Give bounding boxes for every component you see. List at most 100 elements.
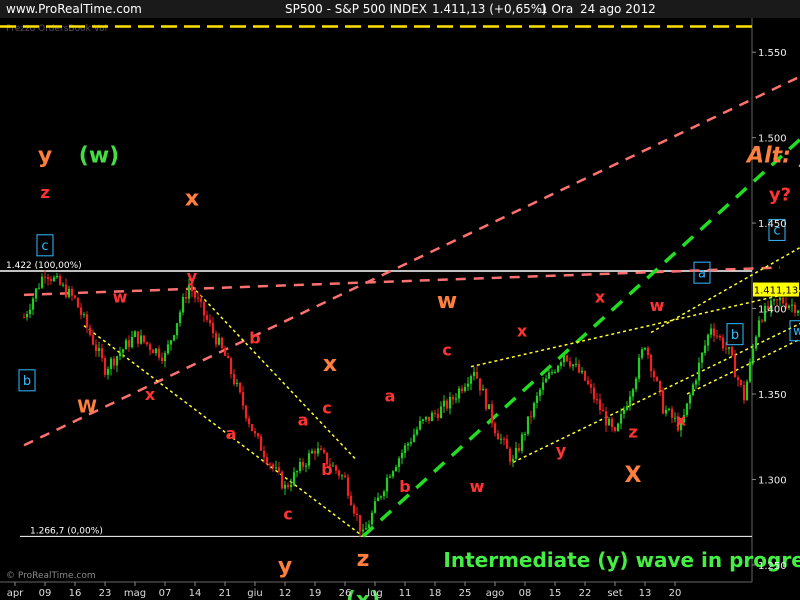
candle-body	[496, 433, 500, 440]
candle-body	[121, 349, 125, 353]
candle-body	[718, 336, 722, 338]
candle-body	[37, 287, 41, 289]
candle-body	[724, 348, 728, 350]
candle-body	[559, 362, 563, 366]
candle-body	[172, 335, 176, 341]
candle-body	[70, 288, 74, 296]
candle-body	[391, 471, 395, 477]
candle-body	[322, 449, 326, 453]
candle-body	[598, 399, 602, 410]
wave-label-box	[789, 320, 800, 342]
wave-label-box	[768, 218, 786, 241]
candle-body	[604, 411, 608, 426]
candle-body	[307, 453, 311, 466]
timeframe-label[interactable]: 1 Ora	[540, 2, 573, 16]
candle-body	[544, 378, 548, 383]
candle-body	[169, 340, 173, 345]
candle-body	[760, 320, 764, 322]
site-label[interactable]: www.ProRealTime.com	[6, 2, 142, 16]
candle-body	[340, 475, 344, 477]
candle-body	[682, 415, 686, 423]
candle-body	[484, 388, 488, 410]
candle-body	[241, 392, 245, 406]
candle-body	[73, 295, 77, 298]
price-tick-label: 1.350	[758, 390, 787, 401]
candle-body	[223, 347, 227, 357]
price-ticks: 1.250 1.300 1.350 1.400 1.450 1.500 1.550	[752, 48, 787, 572]
candle-body	[622, 410, 626, 414]
last-price-marker: 1.411,13	[753, 282, 799, 297]
candle-body	[442, 400, 446, 407]
candle-body	[478, 378, 482, 391]
last-price-label: 1.411,13	[754, 286, 799, 297]
candle-body	[55, 275, 59, 278]
candle-body	[505, 439, 509, 449]
candle-body	[466, 383, 470, 387]
candle-body	[166, 344, 170, 354]
candle-body	[211, 323, 215, 334]
time-tick-label: 23	[99, 588, 112, 599]
wave-label: y?	[769, 185, 791, 206]
wave-label: c	[773, 224, 780, 239]
time-tick-label: 15	[549, 588, 562, 599]
candle-body	[97, 348, 101, 351]
candle-body	[82, 314, 86, 316]
candle-body	[379, 496, 383, 498]
quote-label: 1.411,13 (+0,65%)	[432, 2, 547, 16]
candle-body	[115, 356, 119, 366]
wave-label: c	[283, 504, 292, 523]
candle-body	[580, 370, 584, 373]
candle-body	[736, 377, 740, 381]
level-0-label: 1.266,7 (0,00%)	[30, 526, 103, 536]
candle-body	[436, 413, 440, 419]
candle-body	[190, 284, 194, 292]
price-tick-label: 1.250	[758, 561, 787, 572]
candle-body	[700, 352, 704, 363]
candle-body	[382, 491, 386, 497]
candle-body	[655, 377, 659, 381]
candle-body	[745, 381, 749, 401]
time-tick-label: 08	[519, 588, 532, 599]
candle-body	[439, 406, 443, 419]
candle-body	[778, 297, 782, 301]
candle-body	[721, 337, 725, 349]
candle-body	[151, 349, 155, 354]
candle-body	[556, 365, 560, 372]
candle-body	[529, 416, 533, 418]
candle-body	[160, 357, 164, 362]
time-tick-label: 09	[39, 588, 52, 599]
candle-body	[100, 348, 104, 359]
candle-body	[631, 389, 635, 397]
candle-body	[448, 396, 452, 409]
candle-body	[142, 335, 146, 343]
wave-label: y	[38, 144, 52, 169]
candle-body	[547, 372, 551, 379]
time-tick-label: set	[607, 588, 622, 599]
trend-lines	[23, 75, 800, 538]
candle-body	[535, 395, 539, 403]
candle-body	[553, 371, 557, 373]
horizontal-levels: 1.422 (100,00%) 1.266,7 (0,00%)	[0, 25, 752, 537]
candle-body	[490, 404, 494, 424]
candle-body	[271, 464, 275, 468]
time-tick-label: 26	[339, 588, 352, 599]
candle-body	[634, 378, 638, 390]
candle-body	[637, 357, 641, 379]
candle-body	[355, 513, 359, 516]
time-tick-label: 22	[579, 588, 592, 599]
wave-label: x	[145, 385, 156, 404]
candle-body	[394, 466, 398, 472]
candle-body	[739, 380, 743, 386]
candle-body	[328, 464, 332, 467]
time-tick-label: mag	[124, 588, 146, 599]
candle-body	[220, 337, 224, 348]
candle-body	[139, 335, 143, 344]
time-tick-label: 19	[309, 588, 322, 599]
candle-body	[463, 386, 467, 392]
wave-label: w	[470, 477, 485, 496]
candle-body	[649, 354, 653, 372]
wave-label: b	[321, 460, 332, 479]
yellow-lower-triangle-line	[83, 325, 364, 537]
